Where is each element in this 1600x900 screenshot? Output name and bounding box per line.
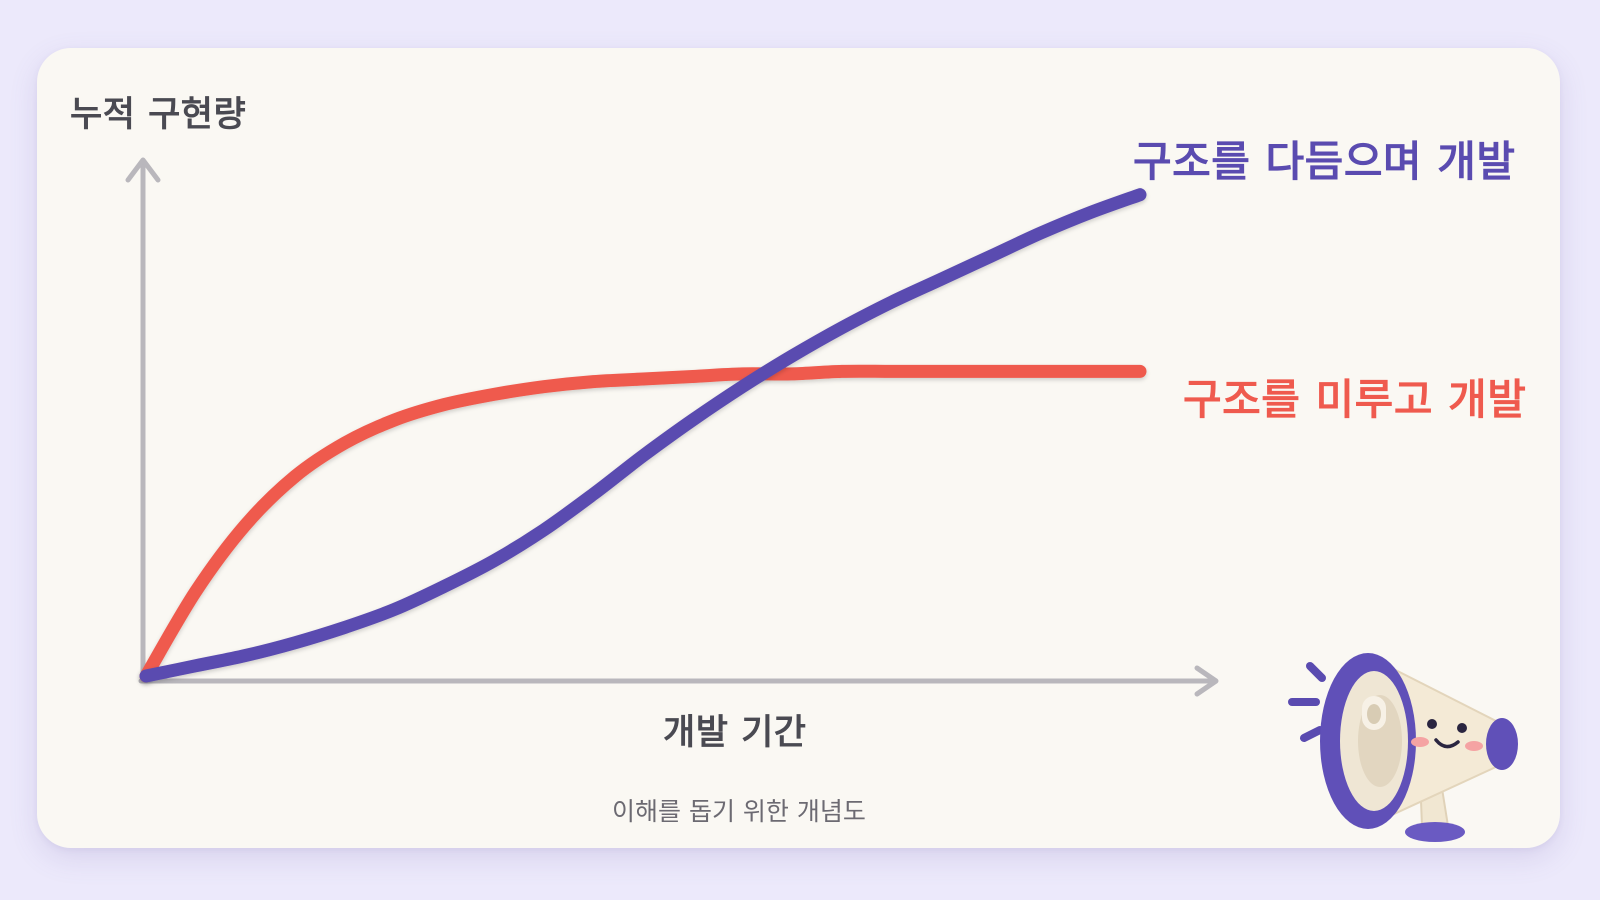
megaphone-mascot-icon [1288,653,1518,842]
x-axis-label: 개발 기간 [663,713,807,753]
series-line-deferring [139,364,1147,683]
chart-card [37,48,1560,848]
x-axis [138,665,1219,697]
series-line-refining [139,188,1147,683]
y-axis [125,157,161,683]
sound-lines-icon [1288,662,1326,742]
series-layer [139,188,1147,683]
series-label-deferring: 구조를 미루고 개발 [1183,375,1527,424]
series-label-refining: 구조를 다듬으며 개발 [1133,137,1516,186]
chart-caption: 이해를 돕기 위한 개념도 [612,797,866,826]
y-axis-label: 누적 구현량 [70,95,247,135]
